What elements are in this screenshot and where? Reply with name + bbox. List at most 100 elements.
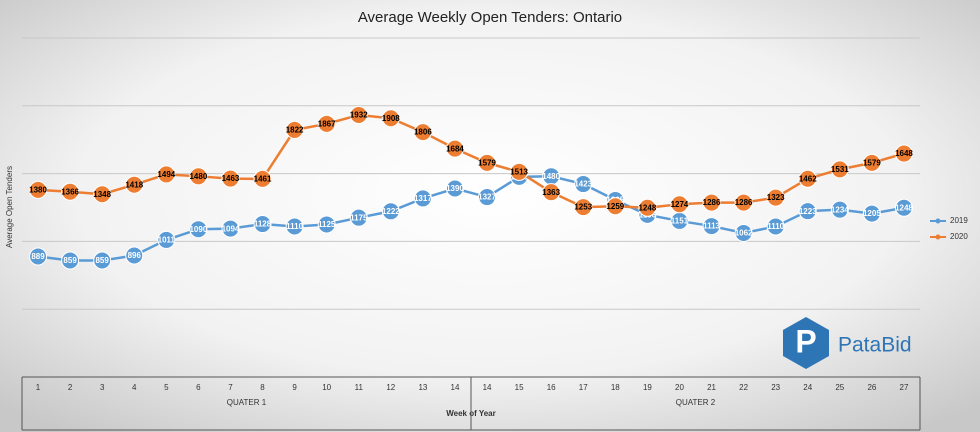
point bbox=[574, 175, 593, 194]
data-label: 1513 bbox=[510, 167, 528, 176]
point bbox=[702, 217, 721, 236]
data-label: 1113 bbox=[703, 222, 720, 231]
point bbox=[125, 175, 144, 194]
x-tick-label: 8 bbox=[260, 383, 265, 392]
data-label: 1222 bbox=[382, 207, 400, 216]
point bbox=[445, 179, 464, 198]
series-line bbox=[37, 175, 905, 262]
x-tick-label: 10 bbox=[322, 383, 331, 392]
data-label: 1363 bbox=[542, 188, 560, 197]
point bbox=[862, 153, 881, 172]
x-tick-label: 17 bbox=[579, 383, 588, 392]
logo-mark: P bbox=[795, 323, 816, 359]
point bbox=[285, 217, 304, 236]
data-label: 1248 bbox=[638, 203, 656, 212]
point bbox=[157, 165, 176, 184]
data-label: 1418 bbox=[125, 180, 143, 189]
legend-swatch-dot bbox=[935, 218, 941, 224]
data-label: 1223 bbox=[799, 207, 817, 216]
x-tick-label: 9 bbox=[292, 383, 297, 392]
data-label: 1480 bbox=[189, 172, 207, 181]
point bbox=[253, 215, 272, 234]
x-tick-label: 12 bbox=[386, 383, 395, 392]
x-tick-label: 15 bbox=[515, 383, 524, 392]
point bbox=[381, 109, 400, 128]
point bbox=[830, 160, 849, 179]
point bbox=[798, 202, 817, 221]
data-label: 1175 bbox=[350, 213, 368, 222]
data-label: 1348 bbox=[93, 190, 111, 199]
data-label: 1463 bbox=[222, 174, 240, 183]
legend-swatch-dot bbox=[935, 234, 941, 240]
point bbox=[830, 200, 849, 219]
data-label: 1317 bbox=[414, 194, 432, 203]
x-tick-label: 20 bbox=[675, 383, 684, 392]
point bbox=[317, 215, 336, 234]
data-label: 1462 bbox=[799, 174, 817, 183]
point bbox=[894, 144, 913, 163]
point bbox=[670, 195, 689, 214]
point bbox=[125, 246, 144, 265]
data-label: 1090 bbox=[189, 225, 207, 234]
x-tick-label: 23 bbox=[771, 383, 780, 392]
data-label: 1684 bbox=[446, 144, 464, 153]
point bbox=[221, 169, 240, 188]
data-label: 1151 bbox=[671, 217, 689, 226]
x-tick-label: 27 bbox=[900, 383, 909, 392]
point bbox=[894, 198, 913, 217]
point bbox=[93, 185, 112, 204]
point bbox=[221, 219, 240, 238]
point bbox=[413, 189, 432, 208]
data-label: 1579 bbox=[863, 158, 881, 167]
point bbox=[189, 220, 208, 239]
point bbox=[189, 167, 208, 186]
point bbox=[766, 217, 785, 236]
data-label: 1867 bbox=[318, 119, 336, 128]
x-tick-label: 5 bbox=[164, 383, 169, 392]
data-label: 1234 bbox=[831, 205, 849, 214]
x-tick-label: 21 bbox=[707, 383, 716, 392]
point bbox=[349, 208, 368, 227]
y-axis-title: Average Open Tenders bbox=[5, 166, 14, 248]
point bbox=[413, 123, 432, 142]
point bbox=[29, 247, 48, 266]
point bbox=[734, 193, 753, 212]
series-line bbox=[37, 113, 905, 210]
data-label: 1932 bbox=[350, 111, 368, 120]
group-label: QUATER 1 bbox=[227, 398, 267, 407]
data-label: 1579 bbox=[478, 158, 496, 167]
point bbox=[317, 114, 336, 133]
point bbox=[574, 198, 593, 217]
group-label: QUATER 2 bbox=[676, 398, 716, 407]
x-tick-label: 26 bbox=[867, 383, 876, 392]
x-tick-label: 25 bbox=[835, 383, 844, 392]
legend-label: 2020 bbox=[950, 232, 968, 241]
data-label: 1531 bbox=[831, 165, 849, 174]
data-label: 1011 bbox=[158, 236, 176, 245]
data-label: 889 bbox=[31, 252, 45, 261]
x-tick-label: 13 bbox=[418, 383, 427, 392]
data-label: 1380 bbox=[29, 185, 47, 194]
point bbox=[862, 204, 881, 223]
point bbox=[734, 223, 753, 242]
point bbox=[29, 180, 48, 199]
point bbox=[478, 153, 497, 172]
data-label: 1366 bbox=[61, 187, 79, 196]
point bbox=[253, 169, 272, 188]
x-tick-label: 6 bbox=[196, 383, 201, 392]
data-label: 1248 bbox=[895, 203, 913, 212]
point bbox=[798, 169, 817, 188]
x-tick-label: 1 bbox=[36, 383, 41, 392]
data-label: 1494 bbox=[157, 170, 175, 179]
data-label: 1274 bbox=[671, 200, 689, 209]
point bbox=[93, 251, 112, 270]
x-tick-label: 4 bbox=[132, 383, 137, 392]
point bbox=[510, 162, 529, 181]
point bbox=[285, 120, 304, 139]
point bbox=[478, 188, 497, 207]
data-label: 1253 bbox=[574, 203, 592, 212]
x-tick-label: 14 bbox=[451, 383, 460, 392]
data-label: 1480 bbox=[542, 172, 560, 181]
point bbox=[606, 197, 625, 216]
